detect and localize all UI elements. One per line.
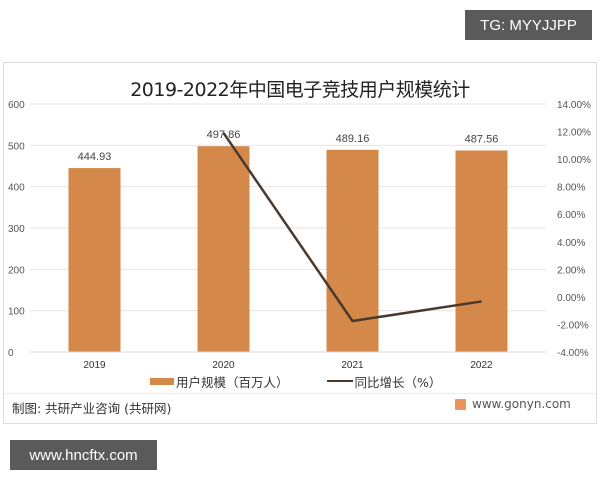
right-axis-tick-label: 6.00% xyxy=(557,210,585,221)
left-axis-tick-label: 100 xyxy=(8,307,25,318)
chart-title: 2019-2022年中国电子竞技用户规模统计 xyxy=(130,79,470,101)
right-axis-tick-label: 2.00% xyxy=(557,265,585,276)
right-axis-tick-label: 0.00% xyxy=(557,293,585,304)
x-axis-tick-label: 2020 xyxy=(212,360,235,371)
chart-source-note: 制图: 共研产业咨询 (共研网) xyxy=(12,401,172,416)
legend-divider xyxy=(4,393,596,394)
right-axis-tick-label: 8.00% xyxy=(557,183,585,194)
brand-url: www.gonyn.com xyxy=(472,397,571,411)
x-axis-tick-label: 2019 xyxy=(83,360,106,371)
brand-logo-icon xyxy=(455,398,466,410)
legend-label-growth: 同比增长（%） xyxy=(354,374,442,390)
left-axis-tick-label: 0 xyxy=(8,348,14,359)
bar-2020 xyxy=(197,146,250,352)
bar-data-label: 489.16 xyxy=(336,133,370,145)
right-axis-tick-label: 14.00% xyxy=(557,100,591,111)
left-axis-tick-label: 400 xyxy=(8,183,25,194)
chart-legend: 用户规模（百万人） 同比增长（%） xyxy=(150,372,479,390)
left-axis-tick-label: 500 xyxy=(8,141,25,152)
right-axis-tick-label: 4.00% xyxy=(557,238,585,249)
left-axis-tick-label: 600 xyxy=(8,100,25,111)
site-watermark-label: www.hncftx.com xyxy=(10,440,157,470)
left-axis-tick-label: 200 xyxy=(8,265,25,276)
legend-label-users: 用户规模（百万人） xyxy=(176,374,289,390)
bar-data-label: 497.86 xyxy=(207,129,241,141)
bar-data-label: 444.93 xyxy=(78,151,112,163)
legend-item-users: 用户规模（百万人） xyxy=(150,372,289,391)
bar-data-label: 487.56 xyxy=(465,133,499,145)
bar-2022 xyxy=(455,150,508,352)
left-axis-tick-label: 300 xyxy=(8,224,25,235)
telegram-watermark-label: TG: MYYJJPP xyxy=(465,10,592,40)
right-axis-tick-label: 12.00% xyxy=(557,128,591,139)
right-axis-tick-label: 10.00% xyxy=(557,155,591,166)
bar-2019 xyxy=(68,168,121,352)
line-swatch-icon xyxy=(326,380,353,382)
x-axis-tick-label: 2021 xyxy=(341,360,364,371)
growth-line xyxy=(222,132,482,323)
x-axis-tick-label: 2022 xyxy=(470,360,493,371)
legend-item-growth: 同比增长（%） xyxy=(326,372,442,391)
right-axis-tick-label: -2.00% xyxy=(557,320,589,331)
brand-mark: www.gonyn.com xyxy=(455,397,571,411)
right-axis-tick-label: -4.00% xyxy=(557,348,589,359)
bar-swatch-icon xyxy=(150,377,174,385)
